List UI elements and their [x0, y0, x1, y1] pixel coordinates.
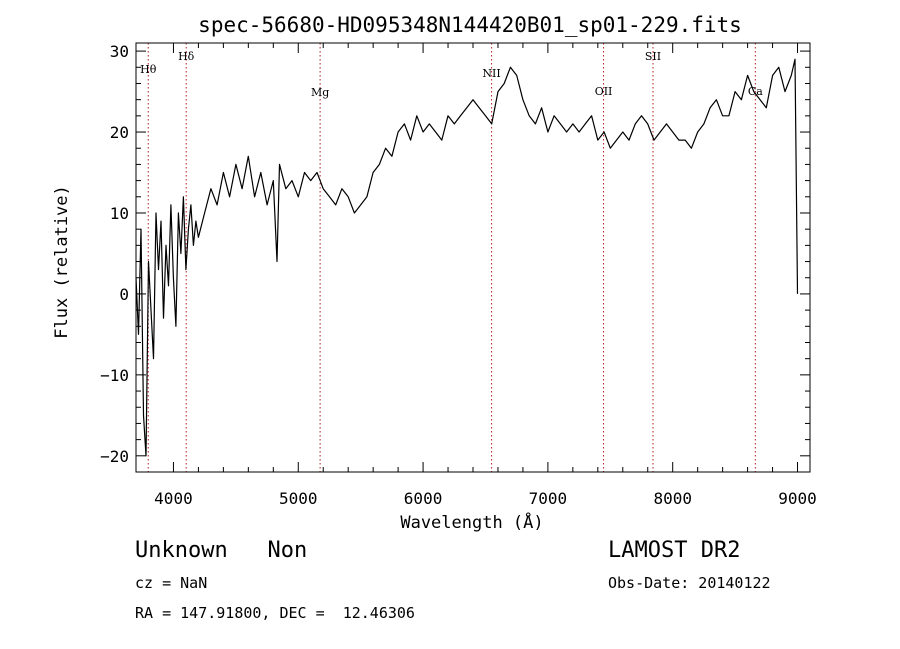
redshift-label: cz = NaN	[135, 574, 208, 592]
y-axis-label: Flux (relative)	[52, 185, 72, 339]
survey-label: LAMOST DR2	[608, 538, 741, 563]
x-tick-label-5: 9000	[778, 489, 817, 508]
axis-ticks: 4000 5000 6000 7000 8000 9000 −20 −10 0 10 20 30	[100, 42, 817, 508]
line-marker-label-1: Hδ	[178, 50, 195, 63]
line-marker-label-4: OII	[595, 85, 613, 98]
x-tick-label-3: 7000	[529, 489, 568, 508]
x-tick-label-0: 4000	[154, 489, 193, 508]
line-markers: Hθ Hδ Mg NII OII SII Ca	[140, 43, 763, 472]
line-marker-label-5: SII	[645, 50, 661, 63]
y-tick-label-0: −20	[100, 447, 129, 466]
y-tick-label-3: 10	[110, 204, 129, 223]
plot-frame	[135, 42, 811, 473]
x-tick-label-4: 8000	[653, 489, 692, 508]
spectrum-series-0	[135, 58, 799, 457]
obs-date-label: Obs-Date: 20140122	[608, 574, 771, 592]
coordinates-label: RA = 147.91800, DEC = 12.46306	[135, 604, 415, 622]
x-tick-label-1: 5000	[279, 489, 318, 508]
chart-title: spec-56680-HD095348N144420B01_sp01-229.f…	[198, 13, 742, 37]
class-label: Unknown Non	[135, 538, 308, 563]
x-axis-label: Wavelength (Å)	[400, 511, 543, 533]
x-tick-label-2: 6000	[404, 489, 443, 508]
line-marker-label-3: NII	[482, 67, 500, 80]
y-tick-label-2: 0	[119, 285, 129, 304]
y-tick-label-4: 20	[110, 123, 129, 142]
series-group	[135, 58, 799, 457]
line-marker-label-6: Ca	[748, 85, 763, 98]
line-marker-label-0: Hθ	[140, 63, 157, 76]
y-tick-label-1: −10	[100, 366, 129, 385]
line-marker-label-2: Mg	[311, 86, 329, 99]
y-tick-label-5: 30	[110, 42, 129, 61]
